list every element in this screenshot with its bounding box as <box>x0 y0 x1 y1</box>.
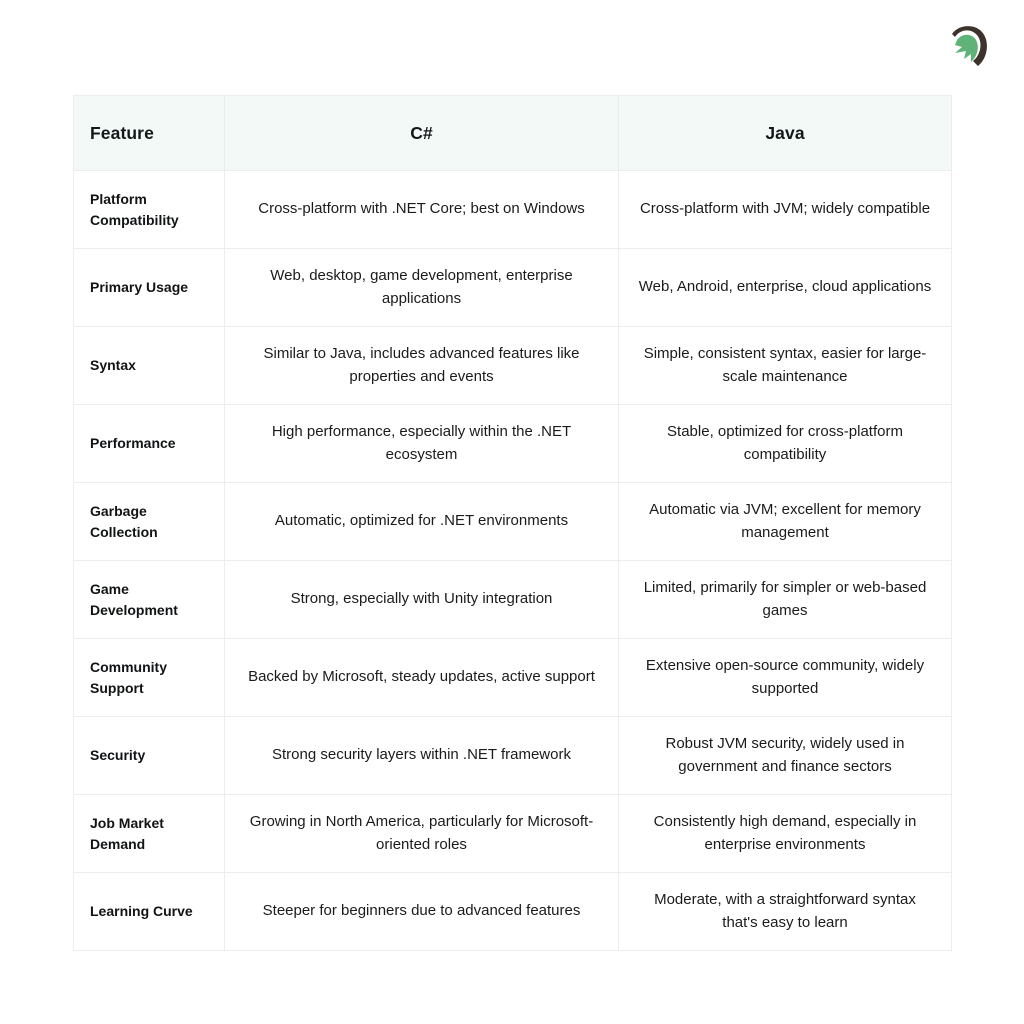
java-value-cell: Web, Android, enterprise, cloud applicat… <box>618 248 952 327</box>
java-value-cell: Robust JVM security, widely used in gove… <box>618 716 952 795</box>
table-body: Platform Compatibility Cross-platform wit… <box>73 170 952 951</box>
table-header-row: Feature C# Java <box>73 95 952 171</box>
table-row: Platform Compatibility Cross-platform wit… <box>73 170 952 249</box>
feature-label-cell: Garbage Collection <box>73 482 225 561</box>
table-header: Feature C# Java <box>73 95 952 171</box>
table-row: Garbage Collection Automatic, optimized f… <box>73 482 952 561</box>
feature-label-cell: Performance <box>73 404 225 483</box>
csharp-value-cell: High performance, especially within the … <box>224 404 619 483</box>
csharp-value-cell: Web, desktop, game development, enterpri… <box>224 248 619 327</box>
java-value-cell: Stable, optimized for cross-platform com… <box>618 404 952 483</box>
table-row: Syntax Similar to Java, includes advanced… <box>73 326 952 405</box>
feature-label-cell: Game Development <box>73 560 225 639</box>
table-row: Security Strong security layers within .N… <box>73 716 952 795</box>
java-value-cell: Moderate, with a straightforward syntax … <box>618 872 952 951</box>
table-row: Job Market Demand Growing in North Americ… <box>73 794 952 873</box>
feature-label-cell: Security <box>73 716 225 795</box>
java-value-cell: Limited, primarily for simpler or web-ba… <box>618 560 952 639</box>
java-value-cell: Cross-platform with JVM; widely compatib… <box>618 170 952 249</box>
java-value-cell: Automatic via JVM; excellent for memory … <box>618 482 952 561</box>
csharp-value-cell: Backed by Microsoft, steady updates, act… <box>224 638 619 717</box>
table-row: Primary Usage Web, desktop, game developm… <box>73 248 952 327</box>
csharp-value-cell: Growing in North America, particularly f… <box>224 794 619 873</box>
table-row: Game Development Strong, especially with … <box>73 560 952 639</box>
java-value-cell: Extensive open-source community, widely … <box>618 638 952 717</box>
csharp-value-cell: Cross-platform with .NET Core; best on W… <box>224 170 619 249</box>
column-header-feature: Feature <box>73 95 225 171</box>
table-row: Learning Curve Steeper for beginners due … <box>73 872 952 951</box>
csharp-value-cell: Strong, especially with Unity integratio… <box>224 560 619 639</box>
java-value-cell: Consistently high demand, especially in … <box>618 794 952 873</box>
feature-label-cell: Learning Curve <box>73 872 225 951</box>
csharp-value-cell: Steeper for beginners due to advanced fe… <box>224 872 619 951</box>
table-row: Community Support Backed by Microsoft, st… <box>73 638 952 717</box>
comparison-table-container: Feature C# Java Platform Compatibility Cr… <box>73 95 952 951</box>
brand-logo <box>940 20 992 76</box>
feature-label-cell: Community Support <box>73 638 225 717</box>
csharp-value-cell: Similar to Java, includes advanced featu… <box>224 326 619 405</box>
csharp-java-comparison-table: Feature C# Java Platform Compatibility Cr… <box>73 95 952 951</box>
feature-label-cell: Platform Compatibility <box>73 170 225 249</box>
feature-label-cell: Job Market Demand <box>73 794 225 873</box>
java-value-cell: Simple, consistent syntax, easier for la… <box>618 326 952 405</box>
csharp-value-cell: Strong security layers within .NET frame… <box>224 716 619 795</box>
feature-label-cell: Primary Usage <box>73 248 225 327</box>
feature-label-cell: Syntax <box>73 326 225 405</box>
spartan-helmet-logo-icon <box>952 26 987 66</box>
table-row: Performance High performance, especially … <box>73 404 952 483</box>
column-header-csharp: C# <box>224 95 619 171</box>
csharp-value-cell: Automatic, optimized for .NET environmen… <box>224 482 619 561</box>
column-header-java: Java <box>618 95 952 171</box>
